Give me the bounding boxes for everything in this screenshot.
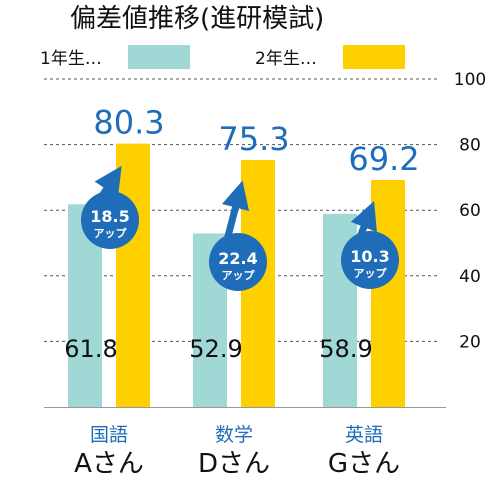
increase-value: 22.4 <box>218 249 257 268</box>
value-label-year2: 69.2 <box>348 140 419 178</box>
value-label-year1: 61.8 <box>64 335 117 363</box>
category-student: Gさん <box>328 449 400 479</box>
chart-title: 偏差値推移(進研模試) <box>70 4 324 34</box>
value-label-year2: 80.3 <box>93 104 164 142</box>
legend-label-year2: 2年生… <box>255 49 317 69</box>
category-student: Dさん <box>198 449 270 479</box>
category-subject: 国語 <box>90 424 128 446</box>
bars <box>68 143 405 407</box>
increase-suffix: アップ <box>94 226 128 240</box>
y-tick-label: 60 <box>459 201 481 221</box>
y-tick-label: 40 <box>459 267 481 287</box>
y-tick-label: 100 <box>454 70 486 90</box>
bar-year2-2 <box>371 180 405 407</box>
value-labels: 61.8 80.3 52.9 75.3 58.9 69.2 <box>64 104 419 363</box>
increase-value: 10.3 <box>350 247 389 266</box>
legend: 1年生… 2年生… <box>40 45 405 69</box>
value-label-year2: 75.3 <box>218 120 289 158</box>
increase-suffix: アップ <box>222 268 256 282</box>
legend-label-year1: 1年生… <box>40 49 102 69</box>
value-label-year1: 52.9 <box>189 335 242 363</box>
increase-suffix: アップ <box>354 266 388 280</box>
category-labels: 国語 Aさん 数学 Dさん 英語 Gさん <box>74 424 400 479</box>
increase-badge <box>341 231 399 289</box>
y-tick-label: 20 <box>459 332 481 352</box>
y-tick-label: 80 <box>459 136 481 156</box>
increase-badge <box>81 191 139 249</box>
y-axis-ticks: 20 40 60 80 100 <box>454 70 486 352</box>
increase-value: 18.5 <box>90 207 129 226</box>
bar-year2-0 <box>116 143 150 407</box>
value-label-year1: 58.9 <box>319 335 372 363</box>
increase-badge <box>209 233 267 291</box>
category-subject: 数学 <box>215 424 253 446</box>
category-student: Aさん <box>74 449 144 479</box>
legend-swatch-year1 <box>128 45 190 69</box>
category-subject: 英語 <box>345 424 383 446</box>
legend-swatch-year2 <box>343 45 405 69</box>
